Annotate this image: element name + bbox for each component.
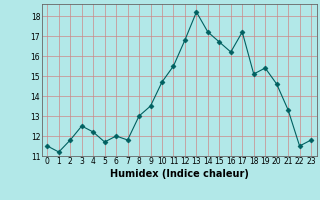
- X-axis label: Humidex (Indice chaleur): Humidex (Indice chaleur): [110, 169, 249, 179]
